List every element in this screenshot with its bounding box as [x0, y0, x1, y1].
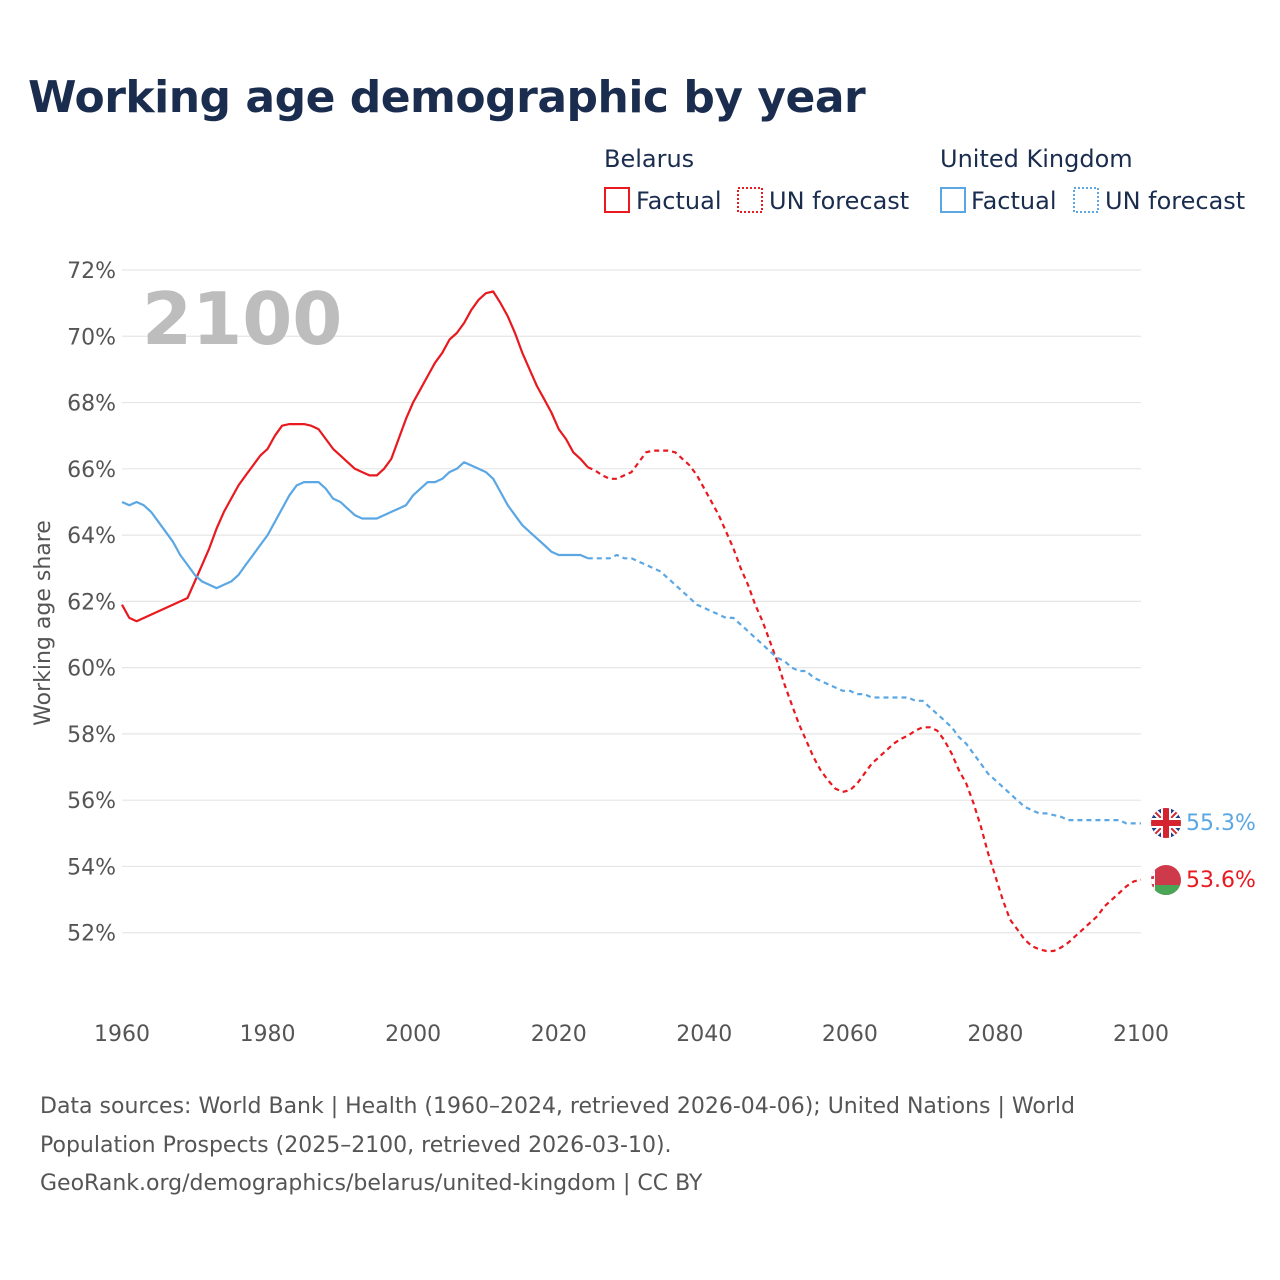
- legend-swatch-uk-forecast: [1073, 187, 1099, 213]
- chart-title: Working age demographic by year: [28, 72, 866, 123]
- series-line-united-kingdom-un-forecast: [587, 553, 1141, 825]
- y-tick-label: 56%: [67, 789, 116, 814]
- legend-group-united-kingdom: United Kingdom: [940, 145, 1133, 173]
- source-line-3: GeoRank.org/demographics/belarus/united-…: [40, 1171, 703, 1196]
- series-line-belarus-un-forecast: [587, 449, 1142, 953]
- y-tick-label: 62%: [67, 590, 116, 615]
- y-tick-label: 52%: [67, 922, 116, 947]
- uk-flag-icon: [1151, 808, 1181, 838]
- x-tick-label: 1960: [94, 1022, 150, 1047]
- x-axis-ticks: 1960 1980 2000 2020 2040 2060 2080 2100: [94, 1022, 1169, 1047]
- y-axis-label: Working age share: [31, 520, 56, 726]
- x-tick-label: 2040: [676, 1022, 732, 1047]
- x-tick-label: 1980: [240, 1022, 296, 1047]
- legend-swatch-belarus-factual: [604, 187, 630, 213]
- legend-label-belarus-factual: Factual: [636, 187, 722, 215]
- belarus-flag-icon: [1151, 865, 1181, 895]
- legend: Belarus Factual UN forecast United Kingd…: [604, 145, 1245, 215]
- y-tick-label: 54%: [67, 855, 116, 880]
- y-tick-label: 70%: [67, 325, 116, 350]
- legend-label-uk-forecast: UN forecast: [1105, 187, 1245, 215]
- y-tick-label: 60%: [67, 657, 116, 682]
- y-tick-label: 72%: [67, 259, 116, 284]
- x-tick-label: 2020: [531, 1022, 587, 1047]
- big-year-label: 2100: [142, 277, 342, 361]
- source-line-2: Population Prospects (2025–2100, retriev…: [40, 1133, 672, 1158]
- legend-label-belarus-forecast: UN forecast: [769, 187, 909, 215]
- x-tick-label: 2000: [385, 1022, 441, 1047]
- legend-swatch-uk-factual: [940, 187, 966, 213]
- x-tick-label: 2100: [1113, 1022, 1169, 1047]
- end-label-belarus: 53.6%: [1186, 868, 1256, 893]
- y-tick-label: 66%: [67, 458, 116, 483]
- y-tick-label: 64%: [67, 524, 116, 549]
- source-line-1: Data sources: World Bank | Health (1960–…: [40, 1094, 1075, 1119]
- y-tick-label: 68%: [67, 392, 116, 417]
- x-tick-label: 2060: [822, 1022, 878, 1047]
- y-axis-ticks: 52% 54% 56% 58% 60% 62% 64% 66% 68% 70% 72%: [67, 259, 116, 947]
- x-tick-label: 2080: [967, 1022, 1023, 1047]
- end-label-uk: 55.3%: [1186, 811, 1256, 836]
- legend-label-uk-factual: Factual: [971, 187, 1057, 215]
- series-line-united-kingdom-factual: [121, 461, 589, 590]
- series-lines: [121, 290, 1142, 953]
- gridlines: [122, 269, 1141, 934]
- legend-swatch-belarus-forecast: [737, 187, 763, 213]
- series-line-belarus-factual: [121, 290, 589, 623]
- legend-group-belarus: Belarus: [604, 145, 694, 173]
- y-tick-label: 58%: [67, 723, 116, 748]
